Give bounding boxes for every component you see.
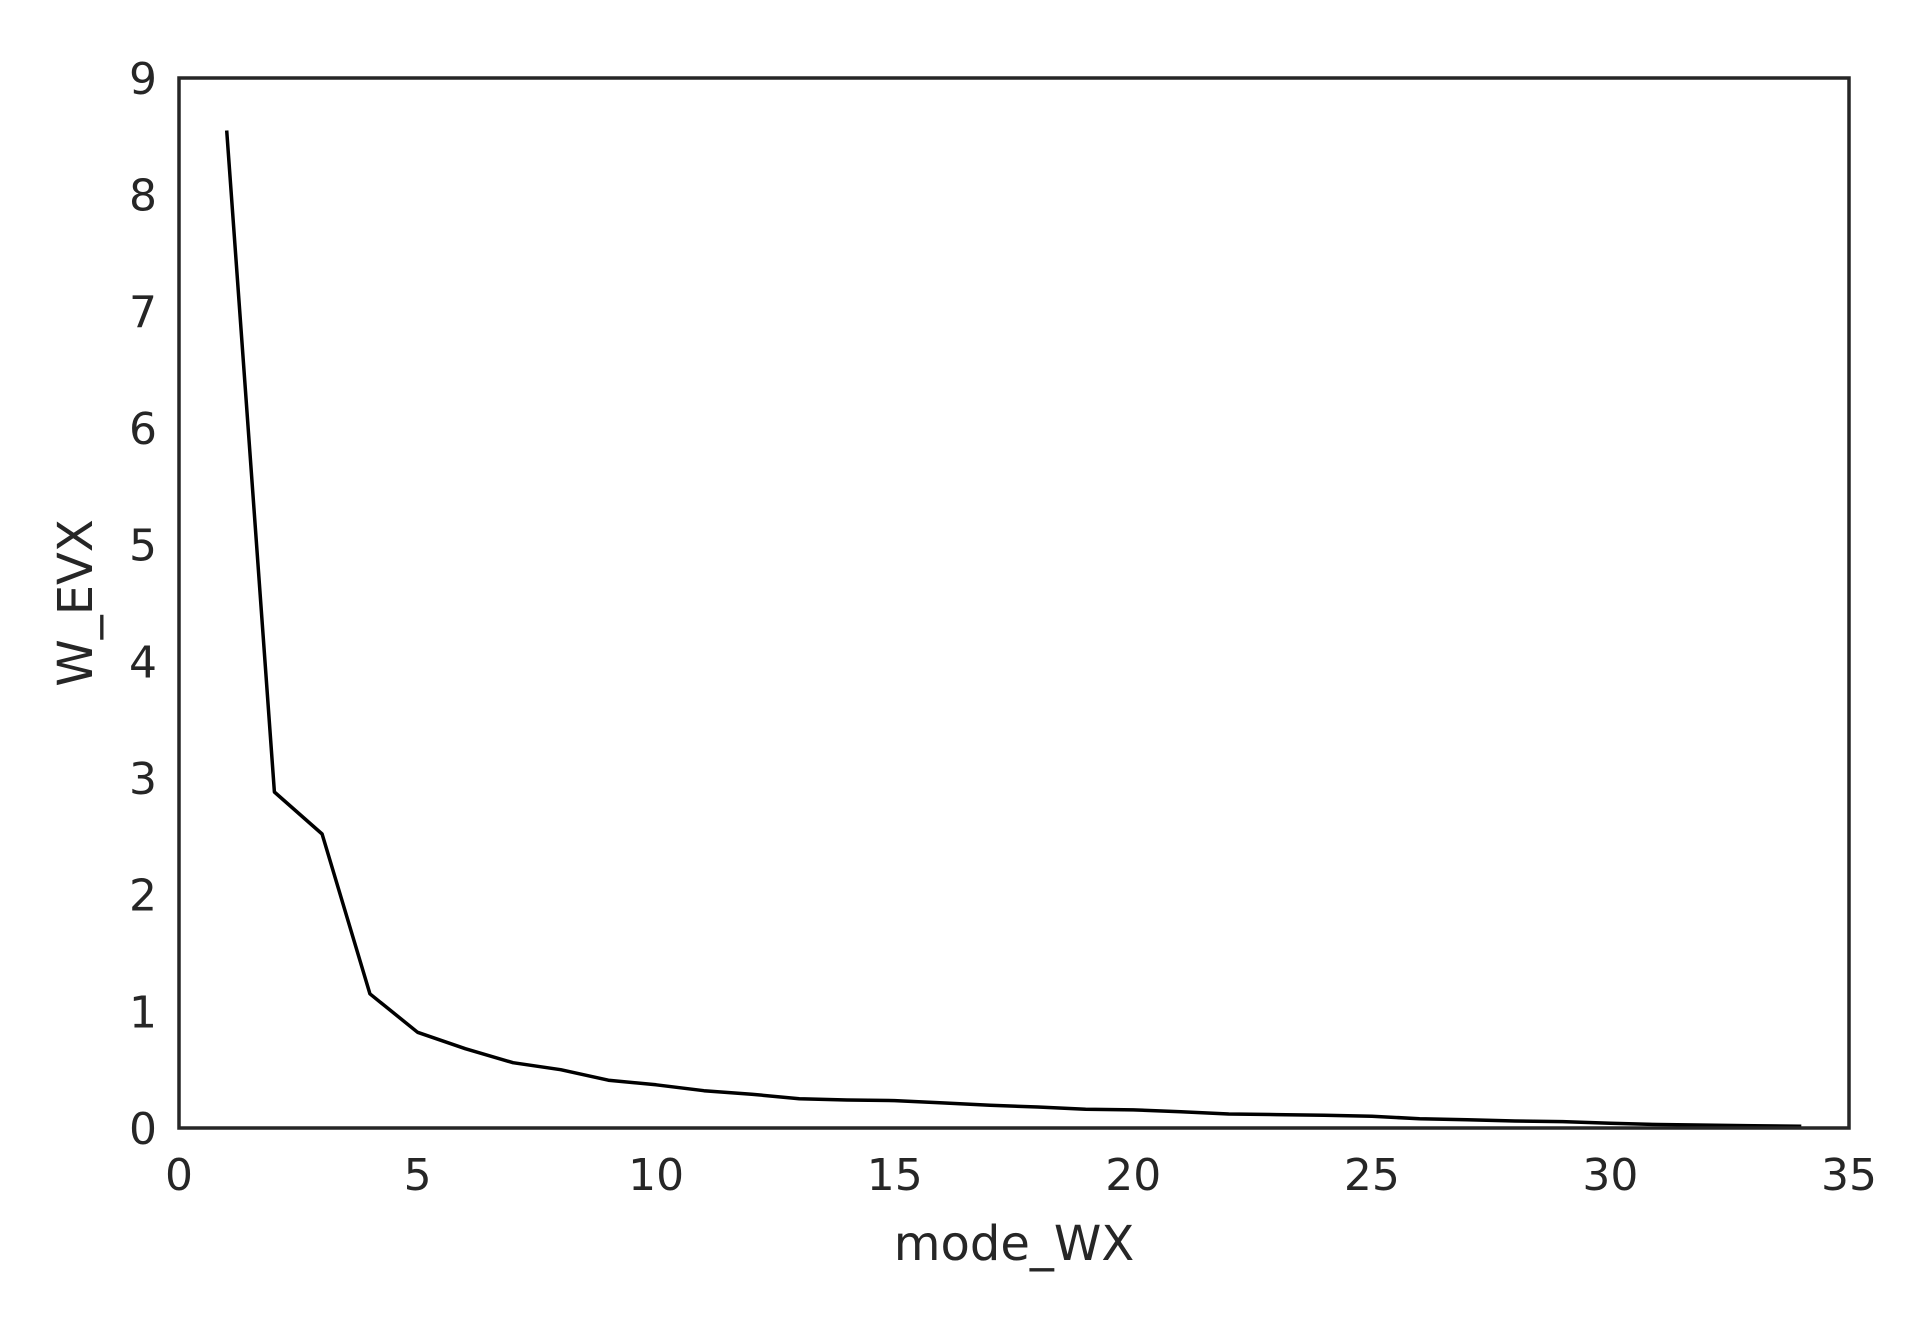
y-tick-label: 2 (129, 871, 157, 922)
series-line (224, 130, 1802, 1129)
plot-frame (177, 76, 1851, 1130)
x-tick-label: 35 (1821, 1150, 1877, 1201)
x-tick-label: 0 (165, 1150, 193, 1201)
y-tick-label: 1 (129, 987, 157, 1038)
x-tick-labels: 0 5 10 15 20 25 30 35 (165, 1150, 1877, 1201)
x-axis-label: mode_WX (894, 1216, 1134, 1272)
y-tick-label: 6 (129, 404, 157, 455)
x-tick-label: 30 (1582, 1150, 1638, 1201)
x-tick-label: 20 (1105, 1150, 1161, 1201)
y-tick-label: 4 (129, 637, 157, 688)
y-tick-label: 5 (129, 521, 157, 572)
x-tick-label: 15 (867, 1150, 923, 1201)
x-tick-label: 5 (404, 1150, 432, 1201)
x-tick-label: 10 (628, 1150, 684, 1201)
series-layer (224, 130, 1802, 1129)
y-tick-label: 9 (129, 54, 157, 105)
y-tick-label: 3 (129, 754, 157, 805)
plot-background (179, 78, 1849, 1128)
y-tick-labels: 0 1 2 3 4 5 6 7 8 9 (129, 54, 157, 1155)
y-axis-label: W_EVX (48, 519, 104, 687)
y-tick-label: 0 (129, 1104, 157, 1155)
y-tick-label: 7 (129, 287, 157, 338)
x-tick-label: 25 (1344, 1150, 1400, 1201)
y-tick-label: 8 (129, 171, 157, 222)
